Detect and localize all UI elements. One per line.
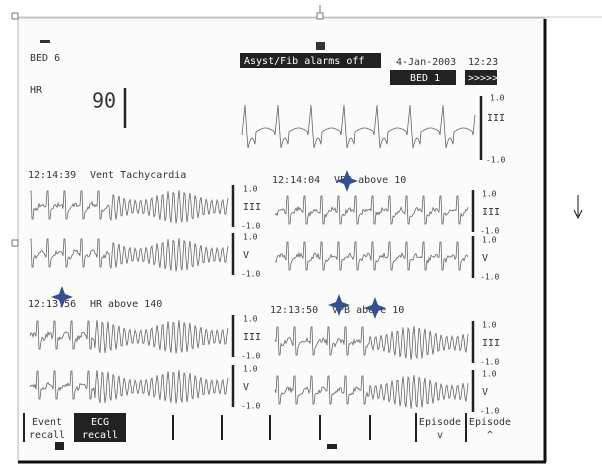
ecg-wave (29, 319, 229, 354)
button-label: ^ (487, 430, 493, 441)
scale-top: 1.0 (243, 315, 258, 324)
ecg-wave (274, 375, 469, 409)
episode-time: 12:14:04 (272, 175, 320, 186)
scale-bottom: -1.0 (480, 358, 499, 367)
star-mark (364, 297, 386, 319)
button-label: recall (29, 430, 65, 441)
scale-top: 1.0 (482, 190, 497, 199)
indicator (55, 442, 64, 450)
next-text: >>>>> (468, 73, 498, 84)
scale-bottom: -1.0 (486, 156, 505, 165)
indicator (327, 444, 337, 449)
scale-bottom: -1.0 (241, 270, 260, 279)
scale-top: 1.0 (482, 236, 497, 245)
scale-bottom: -1.0 (480, 273, 499, 282)
button-label: Event (32, 417, 62, 428)
button-label: recall (82, 430, 118, 441)
episode-time: 12:13:50 (270, 305, 318, 316)
hr-value: 90 (92, 89, 116, 113)
indicator (40, 40, 50, 43)
lead-name: V (243, 250, 249, 261)
button-label: v (437, 430, 443, 441)
star-mark (336, 170, 358, 192)
episode-event: VPB above 10 (332, 305, 404, 316)
scale-bottom: -1.0 (241, 352, 260, 361)
arrow-head (573, 209, 583, 220)
ecg-wave (274, 241, 469, 271)
episode-time: 12:14:39 (28, 170, 76, 181)
scale-top: 1.0 (482, 321, 497, 330)
lead-name: III (243, 202, 261, 213)
handle (316, 12, 324, 20)
episode-event: HR above 140 (90, 299, 162, 310)
lead-name: V (243, 382, 249, 393)
star-mark (51, 286, 73, 308)
lead-name: V (482, 253, 488, 264)
bed-label: BED 6 (30, 53, 60, 64)
lead-name: V (482, 387, 488, 398)
scale-bottom: -1.0 (241, 222, 260, 231)
indicator (316, 42, 325, 50)
next-button (465, 70, 497, 85)
scale-bottom: -1.0 (241, 402, 260, 411)
lead-name: III (482, 207, 500, 218)
ecg-wave (30, 238, 229, 272)
ecg-wave (274, 326, 469, 360)
bed-selector (390, 70, 456, 85)
episode-event: VPB above 10 (334, 175, 406, 186)
clock: 12:23 (468, 57, 498, 68)
scale-top: 1.0 (482, 370, 497, 379)
button (74, 413, 126, 442)
date: 4-Jan-2003 (396, 57, 456, 68)
ecg-wave (30, 190, 229, 224)
alarm-text: Asyst/Fib alarms off (244, 56, 364, 67)
hr-label: HR (30, 85, 43, 96)
scale-bottom: -1.0 (480, 227, 499, 236)
scale-top: 1.0 (243, 233, 258, 242)
handle (11, 12, 19, 20)
lead-name: III (482, 338, 500, 349)
alarm-banner (240, 53, 381, 68)
handle (11, 239, 19, 247)
lead-name: III (487, 113, 505, 124)
ecg-wave (241, 104, 476, 149)
scale-top: 1.0 (243, 185, 258, 194)
bed-selector-text: BED 1 (410, 73, 440, 84)
episode-event: Vent Tachycardia (90, 170, 186, 181)
button-label: ECG (91, 417, 109, 428)
star-mark (328, 294, 350, 316)
lead-name: III (243, 332, 261, 343)
scale-bottom: -1.0 (480, 407, 499, 416)
ecg-wave (29, 369, 229, 404)
scale-top: 1.0 (243, 365, 258, 374)
ecg-wave (274, 195, 469, 225)
button-label: Episode (419, 417, 461, 428)
scale-top: 1.0 (490, 94, 505, 103)
button-label: Episode (469, 417, 511, 428)
episode-time: 12:13:56 (28, 299, 76, 310)
